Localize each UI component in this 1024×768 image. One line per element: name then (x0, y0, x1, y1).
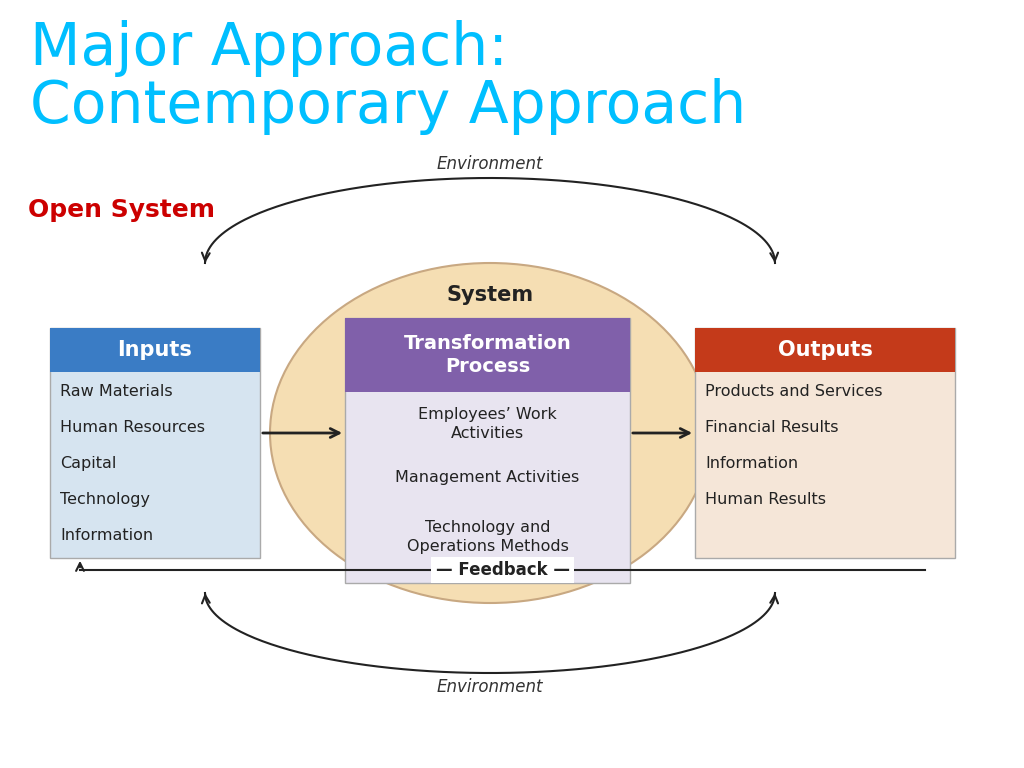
Text: Outputs: Outputs (777, 340, 872, 360)
Text: System: System (446, 285, 534, 305)
Text: Contemporary Approach: Contemporary Approach (30, 78, 746, 135)
Text: Technology and
Operations Methods: Technology and Operations Methods (407, 520, 568, 554)
Text: Human Results: Human Results (705, 492, 826, 507)
Text: Raw Materials: Raw Materials (60, 384, 173, 399)
Text: Transformation
Process: Transformation Process (403, 334, 571, 376)
Text: Inputs: Inputs (118, 340, 193, 360)
FancyBboxPatch shape (695, 328, 955, 372)
Text: Products and Services: Products and Services (705, 384, 883, 399)
Text: Information: Information (705, 456, 798, 471)
Text: Environment: Environment (437, 155, 544, 173)
Text: Environment: Environment (437, 678, 544, 696)
FancyBboxPatch shape (345, 318, 630, 392)
Text: Financial Results: Financial Results (705, 420, 839, 435)
Text: Management Activities: Management Activities (395, 470, 580, 485)
Text: Major Approach:: Major Approach: (30, 20, 508, 77)
Text: Information: Information (60, 528, 154, 543)
Ellipse shape (270, 263, 710, 603)
Text: Open System: Open System (28, 198, 215, 222)
Text: Capital: Capital (60, 456, 117, 471)
FancyBboxPatch shape (345, 318, 630, 583)
FancyBboxPatch shape (695, 328, 955, 558)
Text: — Feedback —: — Feedback — (435, 561, 569, 579)
FancyBboxPatch shape (50, 328, 260, 558)
FancyBboxPatch shape (50, 328, 260, 372)
Text: Technology: Technology (60, 492, 150, 507)
Text: Employees’ Work
Activities: Employees’ Work Activities (418, 407, 557, 441)
Text: Human Resources: Human Resources (60, 420, 205, 435)
